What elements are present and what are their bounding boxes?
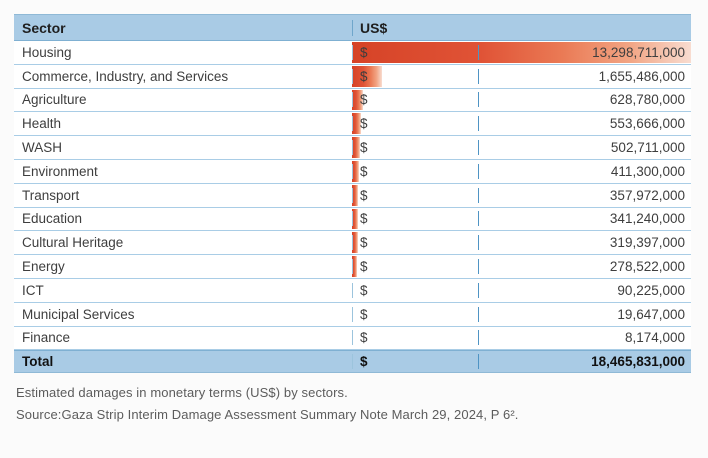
damage-value: 502,711,000 (478, 140, 691, 156)
sector-label: Energy (22, 259, 65, 275)
table-row-environment: Environment $ 411,300,000 (14, 159, 691, 184)
table-row-energy: Energy $ 278,522,000 (14, 255, 691, 279)
table-header-row: Sector US$ (14, 15, 691, 41)
damage-value: 341,240,000 (478, 211, 691, 227)
damage-value: 628,780,000 (478, 92, 691, 108)
currency-symbol: $ (352, 235, 478, 251)
damage-value: 1,655,486,000 (478, 68, 691, 84)
damage-value: 411,300,000 (478, 163, 691, 179)
table-row-commerce: Commerce, Industry, and Services $ 1,655… (14, 64, 691, 89)
damage-value: 19,647,000 (478, 306, 691, 322)
damage-value: 553,666,000 (478, 116, 691, 132)
currency-symbol: $ (352, 44, 478, 60)
sector-damage-table: Sector US$ Housing $ 13,298,711,000 Comm… (14, 14, 691, 374)
currency-symbol: $ (352, 211, 478, 227)
sector-label: Finance (22, 330, 71, 346)
sector-label: ICT (22, 282, 44, 298)
sector-label: Municipal Services (22, 306, 135, 322)
currency-symbol: $ (352, 163, 478, 179)
column-header-currency: US$ (352, 19, 478, 36)
table-row-ict: ICT $ 90,225,000 (14, 278, 691, 303)
currency-symbol: $ (352, 330, 478, 346)
sector-label: WASH (22, 140, 62, 156)
caption-line-source: Source:Gaza Strip Interim Damage Assessm… (16, 407, 519, 422)
total-label: Total (22, 354, 54, 370)
sector-label: Education (22, 211, 83, 227)
sector-label: Environment (22, 163, 98, 179)
currency-symbol: $ (352, 282, 478, 298)
table-row-wash: WASH $ 502,711,000 (14, 136, 691, 160)
table-row-transport: Transport $ 357,972,000 (14, 183, 691, 208)
table-row-health: Health $ 553,666,000 (14, 112, 691, 137)
damage-value: 8,174,000 (478, 330, 691, 346)
damage-value: 319,397,000 (478, 235, 691, 251)
currency-symbol: $ (352, 306, 478, 322)
sector-label: Transport (22, 187, 80, 203)
table-row-education: Education $ 341,240,000 (14, 207, 691, 232)
table-row-total: Total $ 18,465,831,000 (14, 350, 691, 374)
table-row-housing: Housing $ 13,298,711,000 (14, 41, 691, 65)
sector-label: Agriculture (22, 92, 87, 108)
currency-symbol: $ (352, 92, 478, 108)
sector-label: Commerce, Industry, and Services (22, 68, 229, 84)
table-row-agriculture: Agriculture $ 628,780,000 (14, 88, 691, 113)
sector-label: Health (22, 116, 62, 132)
damage-value: 278,522,000 (478, 259, 691, 275)
currency-symbol: $ (352, 187, 478, 203)
damage-value: 90,225,000 (478, 282, 691, 298)
currency-symbol: $ (352, 140, 478, 156)
currency-symbol: $ (352, 259, 478, 275)
sector-label: Housing (22, 44, 72, 60)
currency-symbol: $ (352, 116, 478, 132)
sector-label: Cultural Heritage (22, 235, 124, 251)
damage-value: 13,298,711,000 (478, 44, 691, 60)
total-value: 18,465,831,000 (478, 354, 691, 370)
table-row-municipal-services: Municipal Services $ 19,647,000 (14, 302, 691, 327)
damage-value: 357,972,000 (478, 187, 691, 203)
table-caption: Estimated damages in monetary terms (US$… (16, 382, 676, 426)
currency-symbol: $ (352, 68, 478, 84)
total-currency-symbol: $ (352, 354, 478, 370)
table-row-cultural-heritage: Cultural Heritage $ 319,397,000 (14, 231, 691, 256)
table-row-finance: Finance $ 8,174,000 (14, 326, 691, 351)
caption-line-description: Estimated damages in monetary terms (US$… (16, 385, 348, 400)
column-header-sector: Sector (22, 19, 66, 36)
